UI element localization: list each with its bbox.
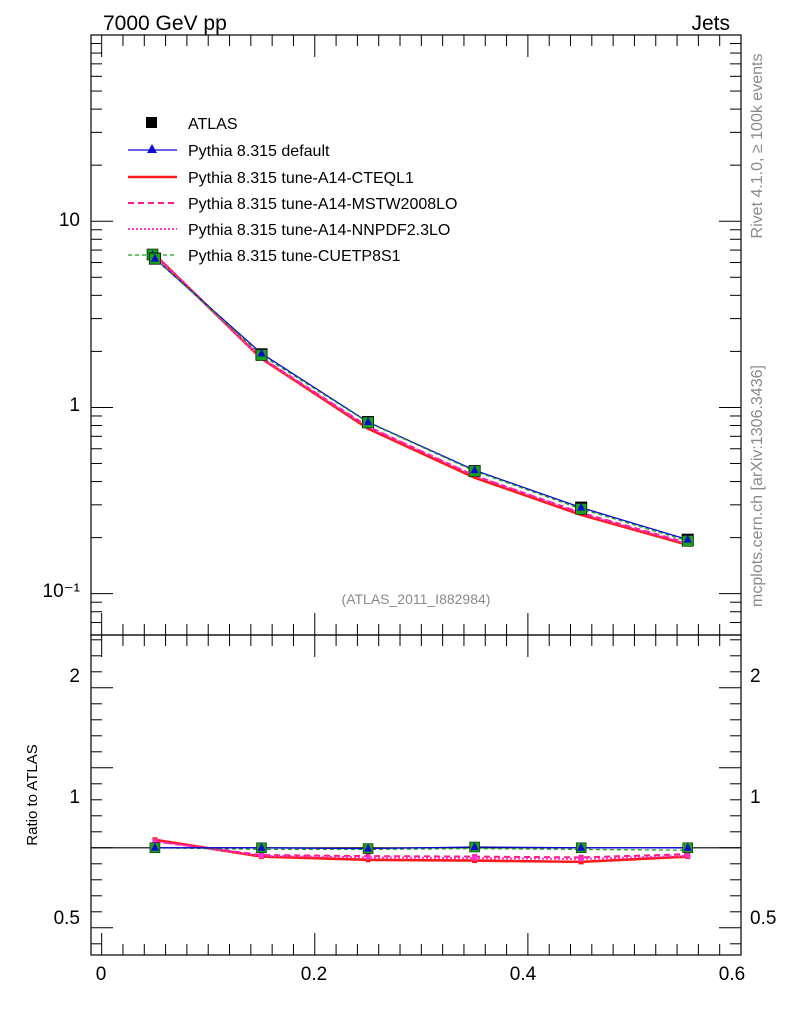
ratio-series-nnpdf-marker — [685, 853, 691, 859]
xtick-label-0: 0 — [96, 964, 107, 985]
main-ytick-label-0p1: 10⁻¹ — [43, 581, 81, 602]
source-label: mcplots.cern.ch [arXiv:1306.3436] — [749, 365, 766, 607]
main-series-group — [148, 252, 694, 547]
ratio-series-nnpdf-marker — [365, 854, 371, 860]
xtick-label-0p4: 0.4 — [510, 964, 537, 985]
legend-default-marker — [147, 144, 157, 153]
ratio-panel-frame — [90, 634, 742, 956]
ratio-series-default-marker — [683, 842, 692, 851]
ratio-series-default-marker — [577, 842, 586, 851]
legend-label-mstw: Pythia 8.315 tune-A14-MSTW2008LO — [188, 196, 457, 213]
main-series-default-marker — [364, 417, 373, 426]
ratio-series-mstw — [154, 840, 688, 859]
ratio-series-default-marker — [150, 842, 159, 851]
ratio-series-nnpdf — [154, 840, 688, 861]
ratio-series-default-marker — [470, 842, 479, 850]
main-series-default — [154, 258, 688, 541]
legend-label-default: Pythia 8.315 default — [188, 143, 330, 160]
ratio-ytick-label-1: 1 — [69, 787, 80, 808]
analysis-label: (ATLAS_2011_I882984) — [342, 591, 491, 607]
ratio-series-nnpdf-marker — [472, 855, 478, 861]
ratio-ytick-label-right-0p5: 0.5 — [750, 908, 776, 929]
ratio-ytick-label-2: 2 — [69, 666, 80, 687]
energy-label: 7000 GeV pp — [103, 12, 227, 35]
main-axis-ticks — [91, 35, 742, 636]
main-series-cteql1 — [154, 253, 689, 547]
legend: ATLAS Pythia 8.315 default Pythia 8.315 … — [128, 116, 457, 265]
xtick-label-0p6: 0.6 — [719, 964, 745, 985]
main-series-default-marker — [470, 465, 479, 474]
ratio-series-cteql1-marker — [578, 859, 584, 865]
xtick-label-0p2: 0.2 — [301, 964, 327, 985]
ratio-series-group — [149, 837, 693, 865]
legend-label-cuetp: Pythia 8.315 tune-CUETP8S1 — [188, 248, 401, 265]
ratio-series-nnpdf-marker — [152, 838, 158, 844]
ratio-series-nnpdf-marker — [578, 856, 584, 862]
main-series-default-marker — [257, 348, 266, 357]
main-ytick-label-1: 1 — [69, 395, 80, 416]
ratio-ylabel: Ratio to ATLAS — [24, 744, 41, 845]
legend-label-nnpdf: Pythia 8.315 tune-A14-NNPDF2.3LO — [188, 222, 450, 239]
legend-label-cteql1: Pythia 8.315 tune-A14-CTEQL1 — [188, 170, 414, 187]
main-series-default-marker — [577, 502, 586, 511]
category-label: Jets — [691, 12, 730, 35]
main-series-default-marker — [683, 534, 692, 543]
ratio-series-default-marker — [257, 842, 266, 851]
rivet-version-label: Rivet 4.1.0, ≥ 100k events — [749, 54, 766, 239]
main-series-nnpdf — [154, 254, 688, 545]
ratio-series-default-marker — [364, 843, 373, 852]
ratio-axis-ticks — [91, 635, 742, 955]
ratio-ytick-label-right-1: 1 — [750, 787, 761, 808]
legend-atlas-marker — [146, 117, 157, 128]
ratio-series-cuetp — [154, 847, 688, 851]
main-series-default-marker — [150, 253, 159, 262]
ratio-series-nnpdf-marker — [258, 853, 264, 859]
main-series-mstw — [154, 254, 688, 545]
main-series-cuetp — [154, 258, 688, 542]
ratio-series-default — [154, 846, 688, 850]
ratio-ytick-label-right-2: 2 — [750, 666, 761, 687]
ratio-ytick-label-0p5: 0.5 — [54, 908, 80, 929]
main-ytick-label-10: 10 — [59, 210, 80, 231]
legend-label-atlas: ATLAS — [188, 116, 238, 133]
